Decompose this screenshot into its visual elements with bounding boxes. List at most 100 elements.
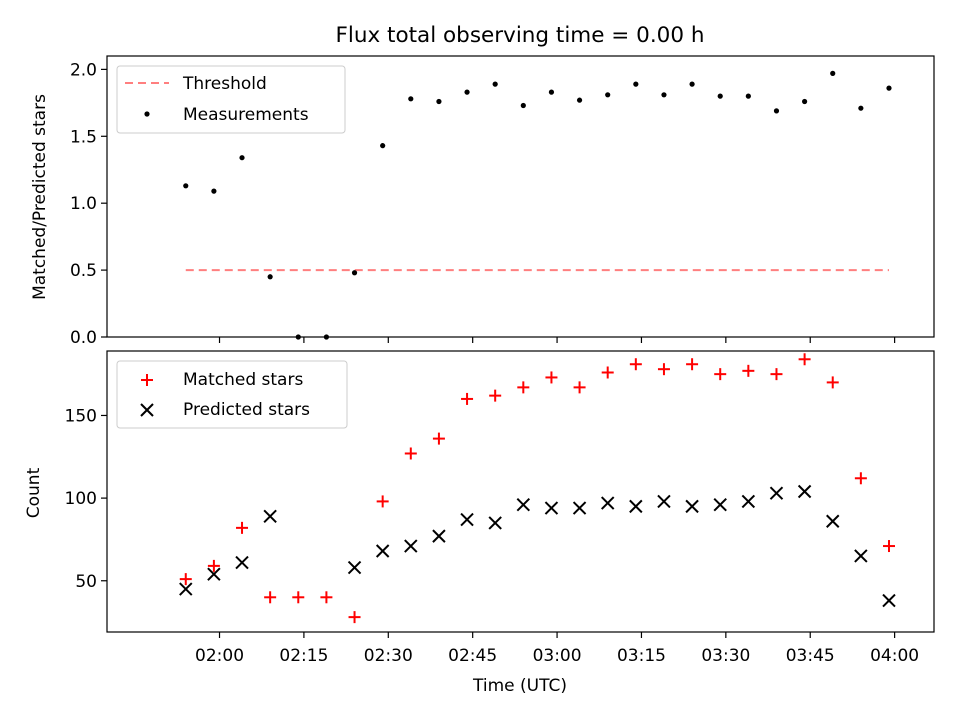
matched-stars-point [348,611,361,624]
top-legend: Threshold Measurements [116,65,346,134]
top-y-ticks: 0.0 0.5 1.0 1.5 2.0 [70,60,107,348]
matched-stars-point [714,368,727,381]
top-y-tick-label: 1.5 [70,127,97,147]
matched-stars-point [432,432,445,445]
matched-legend-swatch [141,374,153,386]
measurement-point [830,70,836,76]
predicted-stars-point [600,496,615,510]
measurement-point [802,98,808,105]
bottom-y-axis-label: Count [24,467,44,518]
predicted-stars-point [741,494,756,509]
bottom-y-tick-label: 100 [65,489,97,509]
predicted-stars-point [375,544,390,558]
matched-stars-point [601,366,614,379]
matched-stars-point [798,353,811,366]
top-panel: 0.00.51.01.52.0 Matched/Predicted stars … [30,55,935,348]
measurement-point [492,81,498,87]
predicted-stars-point [516,498,531,512]
predicted-stars-point [854,549,868,563]
measurement-point [689,81,695,87]
matched-stars-point [236,521,249,534]
chart-title: Flux total observing time = 0.00 h [336,23,705,48]
bottom-legend-box [116,360,348,429]
measurement-point [773,108,780,114]
top-y-tick-label: 0.0 [70,328,97,348]
predicted-stars-point [629,499,643,514]
top-y-tick-label: 2.0 [70,60,97,80]
measurement-point [858,105,864,111]
x-tick-label: 02:00 [195,646,244,666]
x-tick-label: 02:15 [279,646,328,666]
threshold-legend-label: Threshold [182,74,267,94]
measurement-point [464,89,470,95]
bottom-axes-frame [106,350,935,633]
measurement-point [886,85,892,91]
top-y-tick-label: 0.5 [70,261,97,281]
matched-stars-point [461,392,474,405]
bottom-legend: Matched stars Predicted stars [116,360,348,429]
matched-stars-point [686,358,699,371]
x-tick-label: 03:00 [533,646,582,666]
predicted-stars-point [882,593,896,608]
measurement-point [576,97,583,103]
predicted-stars-point [460,512,474,527]
x-tick-label: 02:45 [448,646,497,666]
matched-stars-point [854,472,867,485]
measurement-point [436,98,442,105]
matched-stars-point [545,371,558,384]
predicted-stars-point [207,567,221,581]
predicted-stars-point [404,539,418,553]
top-axes-frame [106,55,935,338]
bottom-y-ticks: 50 100 150 [65,406,107,592]
predicted-stars-point [179,582,193,596]
measurement-point [211,188,217,194]
predicted-stars-point [263,509,277,524]
matched-stars-point [207,559,220,572]
predicted-stars-point [657,494,671,509]
matched-stars-point [376,495,389,508]
measurement-point [717,93,723,99]
predicted-stars-point [769,486,784,500]
matched-stars-point [264,591,277,604]
predicted-stars-point [488,516,502,530]
measurement-point [548,89,555,95]
matched-stars-point [179,573,192,586]
matched-stars-point [517,381,530,394]
predicted-legend-swatch [140,403,154,417]
predicted-legend-marker [140,403,154,417]
matched-stars-point [657,363,670,376]
x-axis-label: Time (UTC) [472,676,567,696]
bottom-y-tick-label: 50 [75,572,97,592]
bottom-plot-area [179,353,896,624]
measurement-point [239,155,245,161]
matched-stars-point [292,591,305,604]
x-tick-label: 04:00 [870,646,919,666]
measurements-legend-swatch [144,111,150,117]
top-y-tick-label: 1.0 [70,194,97,214]
measurement-point [183,183,189,189]
matched-stars-point [882,540,895,553]
matched-stars-point [629,358,642,371]
predicted-stars-point [826,514,840,528]
matched-stars-point [742,364,755,377]
bottom-y-tick-label: 150 [65,406,97,426]
measurement-point [408,96,414,102]
predicted-legend-label: Predicted stars [183,400,310,420]
predicted-stars-point [544,501,559,515]
predicted-stars-point [572,501,587,515]
matched-stars-point [404,447,417,460]
top-y-axis-label: Matched/Predicted stars [30,94,50,300]
matched-stars-point [770,368,783,381]
matched-stars-point [320,591,333,604]
measurement-point [380,143,386,149]
predicted-stars-point [713,498,727,512]
matched-stars-point [489,389,502,402]
matched-stars-point [826,376,839,389]
measurement-point [267,274,273,280]
predicted-stars-point [685,499,699,514]
measurement-point [351,270,358,276]
predicted-stars-point [347,560,362,575]
top-legend-box [116,65,346,134]
